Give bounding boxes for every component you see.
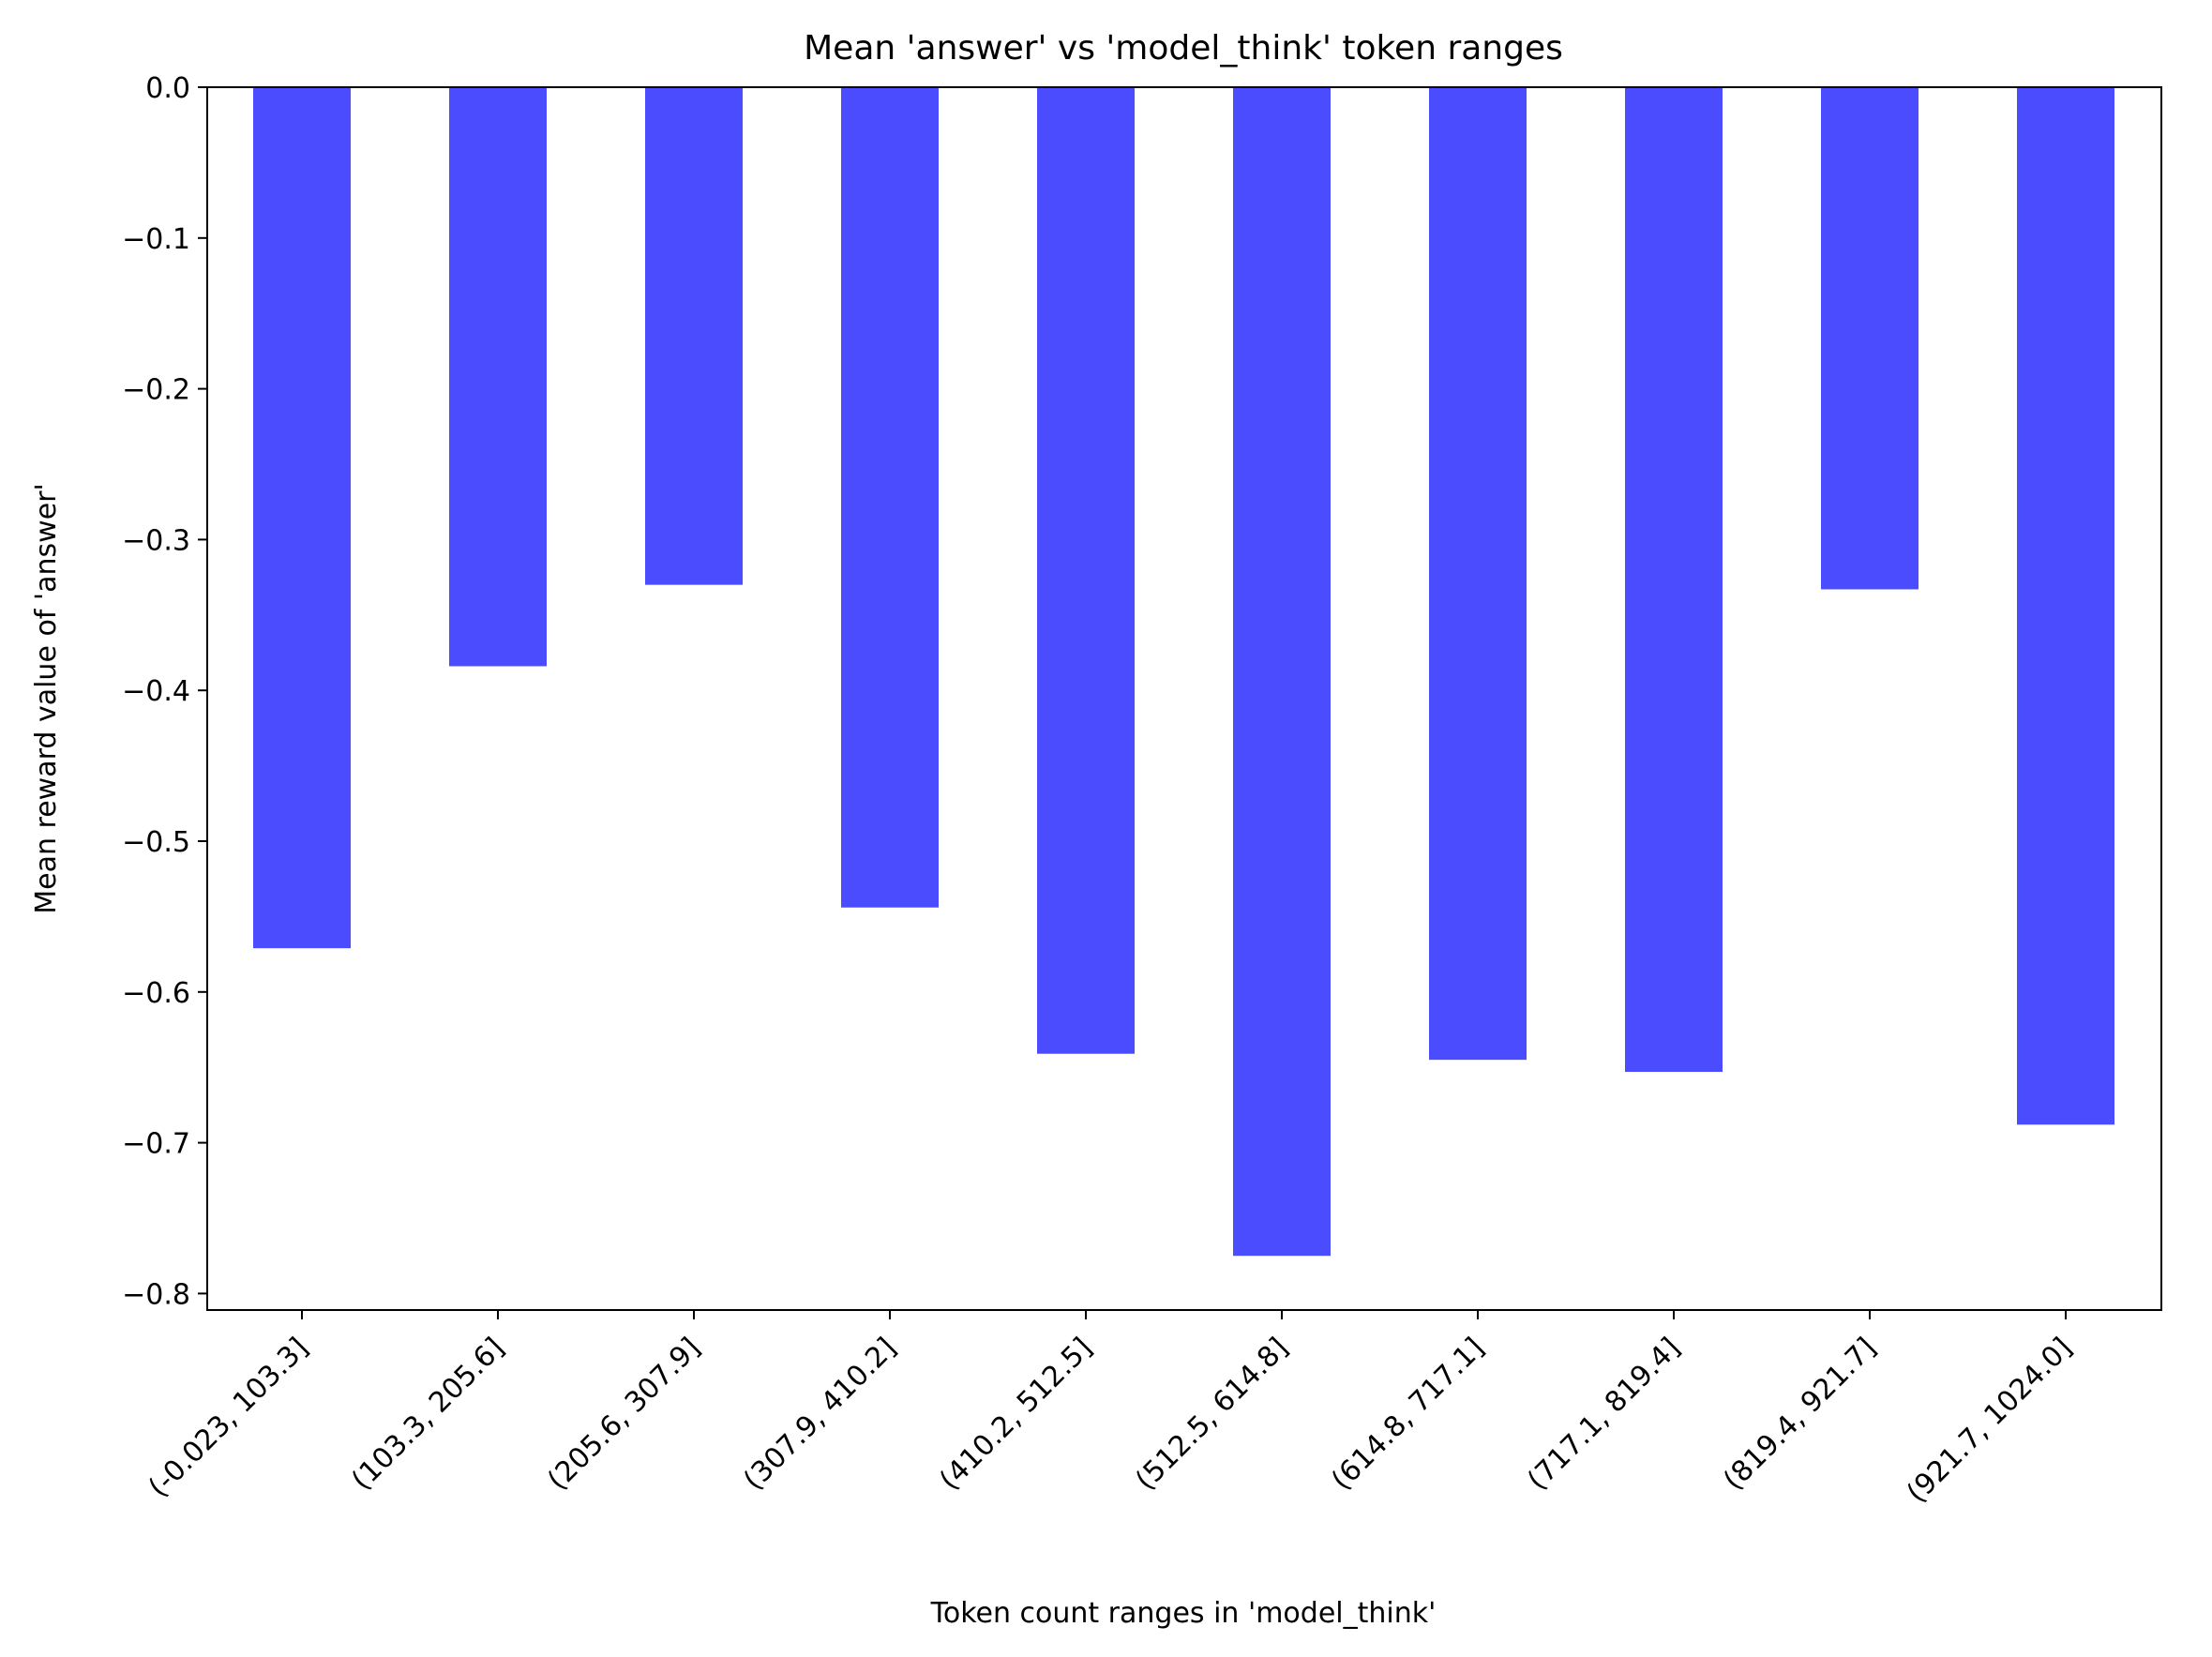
bar-4 xyxy=(841,87,939,908)
bar-2 xyxy=(449,87,547,667)
bar-3 xyxy=(645,87,743,585)
bar-7 xyxy=(1429,87,1527,1061)
bar-1 xyxy=(253,87,351,949)
y-tick-label: −0.5 xyxy=(122,826,190,859)
y-axis-ticks: 0.0 −0.1 −0.2 −0.3 −0.4 −0.5 −0.6 −0.7 −0.8 xyxy=(122,72,207,1311)
y-tick-label: −0.2 xyxy=(122,374,190,407)
y-tick-label: −0.1 xyxy=(122,223,190,256)
y-tick-label: −0.8 xyxy=(122,1278,190,1311)
y-tick-label: −0.3 xyxy=(122,524,190,557)
bar-10 xyxy=(2017,87,2114,1125)
bar-5 xyxy=(1037,87,1135,1054)
bars-group xyxy=(253,87,2114,1257)
x-axis-label: Token count ranges in 'model_think' xyxy=(930,1597,1437,1630)
y-tick-label: −0.6 xyxy=(122,977,190,1010)
chart-title: Mean 'answer' vs 'model_think' token ran… xyxy=(804,29,1563,68)
bar-9 xyxy=(1821,87,1919,590)
y-tick-label: −0.4 xyxy=(122,675,190,708)
bar-6 xyxy=(1233,87,1331,1257)
bar-8 xyxy=(1625,87,1723,1073)
y-axis-label: Mean reward value of 'answer' xyxy=(30,483,63,914)
y-tick-label: −0.7 xyxy=(122,1128,190,1161)
plot-frame xyxy=(206,86,2162,1311)
y-tick-label: 0.0 xyxy=(145,72,190,105)
